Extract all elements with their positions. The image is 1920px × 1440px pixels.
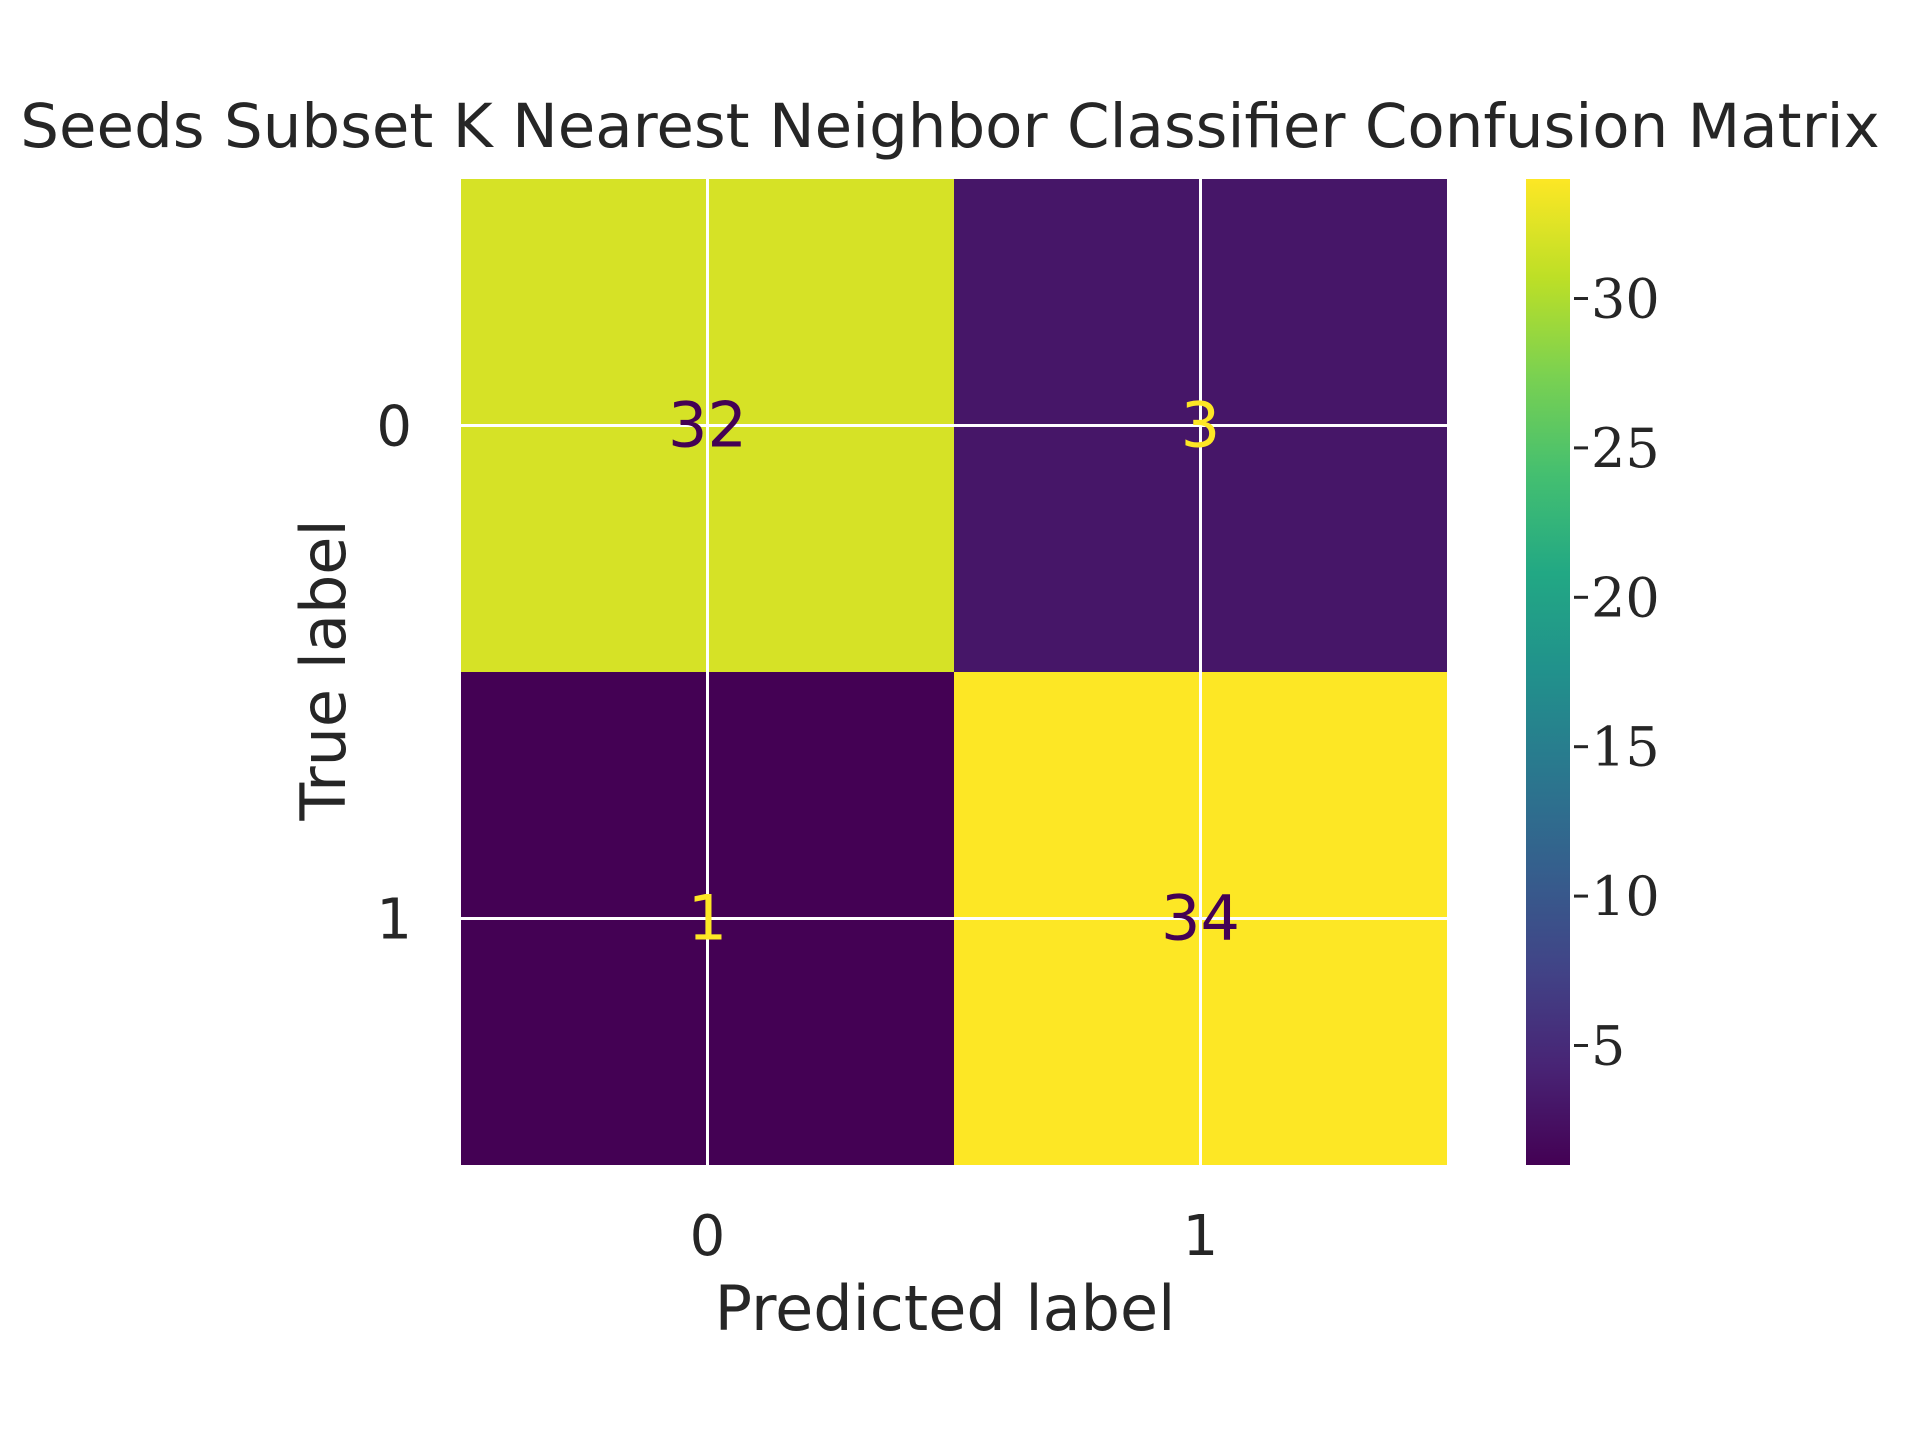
grid-lines [461, 179, 1447, 1165]
colorbar-ticks: 5 10 15 20 25 30 [1574, 268, 1660, 1077]
y-tick-label: 1 [376, 888, 412, 953]
colorbar-tick-label: 30 [1591, 268, 1660, 331]
x-axis-label: Predicted label [715, 1272, 1176, 1345]
colorbar-tick-label: 15 [1591, 716, 1660, 779]
colorbar-tick-label: 25 [1591, 417, 1660, 480]
heatmap-cells [461, 179, 1447, 1165]
cell-value-0-0: 32 [668, 389, 747, 462]
colorbar-tick-label: 10 [1591, 865, 1660, 928]
chart-title: Seeds Subset K Nearest Neighbor Classifi… [20, 91, 1879, 162]
y-tick-label: 0 [376, 395, 412, 460]
cell-value-1-1: 34 [1161, 882, 1240, 955]
x-tick-label: 0 [690, 1204, 726, 1269]
y-axis-label: True label [287, 519, 360, 821]
colorbar [1526, 179, 1570, 1165]
cell-value-0-1: 3 [1181, 389, 1220, 462]
y-tick-labels: 01 [376, 395, 412, 953]
x-tick-label: 1 [1183, 1204, 1219, 1269]
colorbar-tick-label: 5 [1591, 1014, 1625, 1077]
colorbar-tick-label: 20 [1591, 566, 1660, 629]
cell-value-1-0: 1 [688, 882, 727, 955]
cell-value-labels: 32 3 1 34 [668, 389, 1240, 955]
